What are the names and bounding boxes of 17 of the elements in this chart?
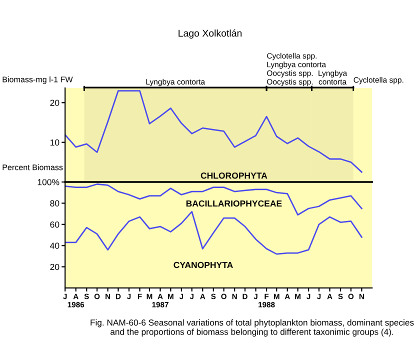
y-tick-label: 10 — [50, 139, 60, 146]
annotation: CHLOROPHYTA — [200, 172, 268, 179]
chart-title: Lago Xolkotlán — [178, 29, 242, 39]
annotation: BACILLARIOPHYCEAE — [186, 200, 282, 207]
line-series — [65, 210, 362, 255]
y-tick-label: 40 — [50, 242, 60, 249]
y-tick-label: 60 — [50, 221, 60, 228]
y-axis-title: Percent Biomass — [2, 164, 63, 170]
y-tick-label: 20 — [50, 100, 60, 106]
text: Fig. NAM-60-6 Seasonal variations of total phytoplankton biomass, dominant species and the proportions of biomass belonging to different taxonimic groups (4). — [90, 319, 414, 337]
y-axis-title: Biomass-mg l-1 FW — [2, 76, 73, 84]
line-series — [65, 183, 362, 216]
y-tick-label: 80 — [50, 200, 60, 206]
annotation: CYANOPHYTA — [174, 262, 233, 268]
line-series — [65, 90, 362, 173]
y-tick-label: 20 — [50, 264, 60, 270]
y-tick-label: 100% — [38, 179, 60, 186]
